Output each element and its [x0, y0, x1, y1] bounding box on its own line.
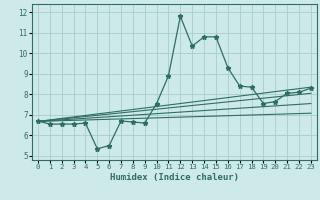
X-axis label: Humidex (Indice chaleur): Humidex (Indice chaleur) [110, 173, 239, 182]
